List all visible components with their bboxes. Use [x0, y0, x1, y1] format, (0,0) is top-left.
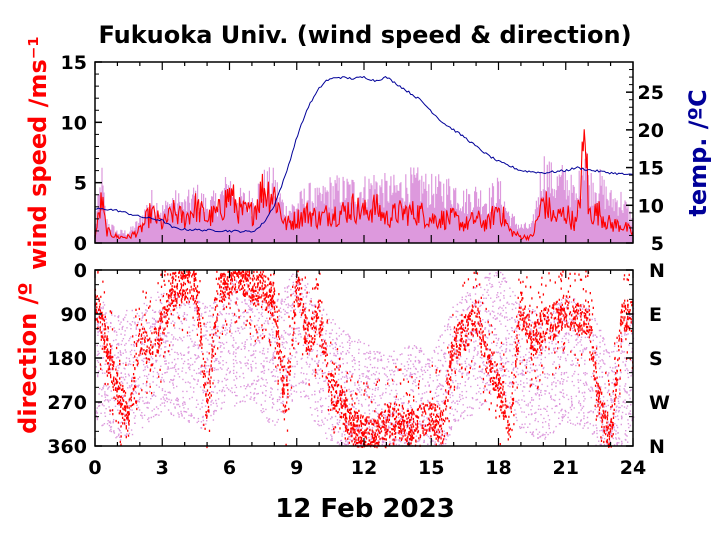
- hour-tick-label: 18: [485, 457, 511, 479]
- temp-tick-label: 5: [651, 233, 664, 255]
- direction-tick-label: 90: [61, 304, 87, 326]
- temp-tick-label: 20: [638, 120, 664, 142]
- hour-tick-label: 3: [156, 457, 169, 479]
- hour-tick-label: 0: [88, 457, 101, 479]
- hour-tick-label: 6: [223, 457, 236, 479]
- temp-tick-label: 15: [638, 158, 664, 180]
- direction-points: [94, 270, 634, 449]
- bottom-panel: 0 N 90 E 180 S 270 W 360 N 0 3 6 9 12 15 18 21 24: [47, 260, 670, 479]
- direction-tick-label: 180: [47, 348, 87, 370]
- bottom-plot-area: [95, 270, 633, 446]
- hour-tick-label: 24: [620, 457, 646, 479]
- speed-tick-label: 10: [61, 112, 87, 134]
- direction-axis-label: direction /º: [14, 282, 42, 434]
- speed-tick-label: 0: [74, 233, 87, 255]
- temperature-axis-label: temp. /ºC: [684, 89, 712, 216]
- compass-label: N: [649, 436, 665, 458]
- temperature-series: [94, 75, 634, 233]
- temp-tick-label: 10: [638, 195, 664, 217]
- direction-tick-label: 270: [47, 392, 87, 414]
- temp-tick-label: 25: [638, 82, 664, 104]
- speed-tick-label: 5: [74, 173, 87, 195]
- compass-label: S: [649, 348, 663, 370]
- compass-label: W: [649, 392, 670, 414]
- direction-tick-label: 0: [74, 260, 87, 282]
- wind-speed-axis-label: wind speed /ms⁻¹: [24, 36, 52, 270]
- hour-tick-label: 15: [418, 457, 444, 479]
- compass-label: N: [649, 260, 665, 282]
- hour-tick-label: 21: [553, 457, 579, 479]
- hour-tick-label: 9: [290, 457, 303, 479]
- direction-tick-label: 360: [47, 436, 87, 458]
- speed-tick-label: 15: [61, 52, 87, 74]
- chart-title: Fukuoka Univ. (wind speed & direction): [98, 21, 631, 49]
- top-panel: 0 5 10 15 5 10 15 20 25: [61, 52, 664, 255]
- date-label: 12 Feb 2023: [275, 494, 455, 524]
- hour-tick-label: 12: [351, 457, 377, 479]
- compass-label: E: [649, 304, 662, 326]
